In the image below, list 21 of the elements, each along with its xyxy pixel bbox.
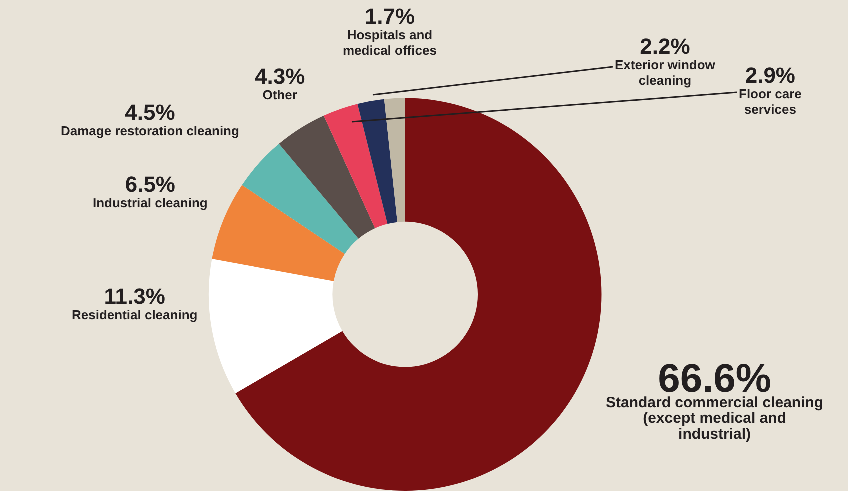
data-label: 1.7% xyxy=(364,4,416,29)
donut-slice xyxy=(279,116,376,239)
slice-label: Residential cleaning xyxy=(72,308,198,323)
data-label: 2.9% xyxy=(745,63,796,88)
slice-label: Industrial cleaning xyxy=(93,196,208,211)
data-label: 4.5% xyxy=(125,100,176,125)
data-label: 6.5% xyxy=(125,172,176,197)
slice-label: Hospitals and medical offices xyxy=(343,28,437,58)
donut-slice xyxy=(384,98,406,222)
donut-slice xyxy=(212,185,345,282)
donut-slice xyxy=(242,144,359,254)
donut-slice xyxy=(209,259,343,394)
slice-label: Damage restoration cleaning xyxy=(61,124,240,139)
data-label: 11.3% xyxy=(104,284,166,309)
slice-label: Exterior window cleaning xyxy=(615,58,716,88)
donut-slice xyxy=(324,104,388,228)
donut-slice xyxy=(358,99,398,224)
data-label: 4.3% xyxy=(255,64,306,89)
slice-label: Other xyxy=(262,88,298,103)
slice-label: Floor care services xyxy=(739,86,802,118)
data-label: 2.2% xyxy=(640,34,690,59)
